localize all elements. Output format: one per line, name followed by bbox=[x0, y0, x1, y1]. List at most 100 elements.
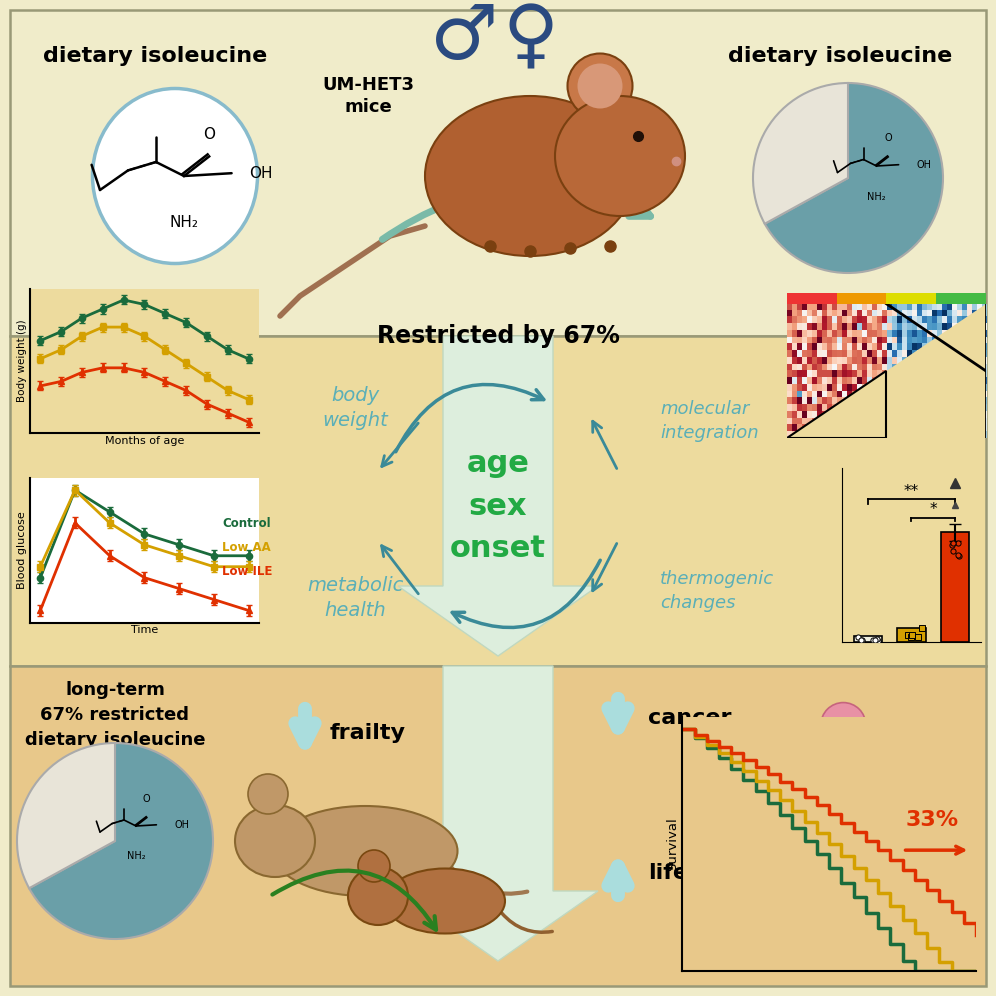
Ellipse shape bbox=[358, 850, 390, 882]
Text: Control: Control bbox=[222, 517, 271, 530]
Point bbox=[789, 305, 801, 317]
FancyArrowPatch shape bbox=[381, 546, 418, 594]
Circle shape bbox=[872, 726, 919, 773]
Text: O: O bbox=[884, 132, 892, 142]
FancyArrowPatch shape bbox=[452, 560, 601, 627]
Text: Low ILE: Low ILE bbox=[222, 565, 273, 578]
Bar bbox=[941, 532, 969, 642]
Point bbox=[854, 631, 870, 647]
Text: cancer: cancer bbox=[648, 708, 731, 728]
Text: dietary isoleucine: dietary isoleucine bbox=[728, 46, 952, 66]
Text: long-term
67% restricted
dietary isoleucine: long-term 67% restricted dietary isoleuc… bbox=[25, 681, 205, 749]
Point bbox=[950, 548, 966, 564]
Point bbox=[851, 629, 867, 645]
Text: thermogenic
changes: thermogenic changes bbox=[660, 570, 774, 612]
Point bbox=[868, 632, 883, 648]
Ellipse shape bbox=[93, 89, 258, 264]
Text: metabolic
health: metabolic health bbox=[307, 576, 403, 620]
FancyArrow shape bbox=[398, 666, 598, 961]
Text: OH: OH bbox=[174, 820, 189, 830]
Text: 33%: 33% bbox=[905, 810, 958, 830]
Bar bbox=[10, 10, 986, 336]
X-axis label: Time: Time bbox=[130, 625, 158, 635]
Text: NH₂: NH₂ bbox=[169, 215, 198, 230]
Point bbox=[950, 535, 966, 551]
Bar bbox=[837, 294, 886, 304]
Point bbox=[866, 632, 881, 648]
Text: ♀: ♀ bbox=[502, 1, 558, 75]
Point bbox=[789, 301, 801, 313]
Point bbox=[786, 308, 798, 320]
Circle shape bbox=[856, 718, 909, 773]
Text: O: O bbox=[143, 794, 150, 804]
Wedge shape bbox=[17, 743, 115, 888]
Point bbox=[945, 543, 961, 559]
Text: body
weight: body weight bbox=[322, 386, 387, 430]
Point bbox=[944, 535, 960, 551]
Point bbox=[789, 308, 801, 320]
Point bbox=[914, 621, 930, 636]
Ellipse shape bbox=[385, 869, 505, 933]
Point bbox=[870, 633, 885, 649]
Polygon shape bbox=[787, 304, 986, 438]
Ellipse shape bbox=[348, 867, 408, 925]
Text: **: ** bbox=[903, 484, 919, 499]
Point bbox=[854, 632, 870, 648]
Text: Restricted by 67%: Restricted by 67% bbox=[376, 324, 620, 348]
Text: NH₂: NH₂ bbox=[868, 191, 885, 202]
Y-axis label: Blood glucose: Blood glucose bbox=[17, 511, 27, 590]
Bar bbox=[886, 294, 936, 304]
Ellipse shape bbox=[568, 54, 632, 119]
FancyArrowPatch shape bbox=[395, 384, 544, 452]
Circle shape bbox=[825, 733, 872, 781]
Ellipse shape bbox=[578, 64, 622, 109]
Bar bbox=[10, 666, 986, 986]
Text: age
sex
onset: age sex onset bbox=[450, 449, 546, 564]
Circle shape bbox=[832, 754, 875, 798]
Point bbox=[853, 632, 869, 648]
Text: lifespan: lifespan bbox=[648, 863, 748, 883]
X-axis label: Months of age: Months of age bbox=[105, 436, 184, 446]
Bar bbox=[936, 294, 986, 304]
Y-axis label: Survival: Survival bbox=[666, 818, 679, 871]
Circle shape bbox=[882, 724, 937, 779]
FancyArrowPatch shape bbox=[502, 913, 552, 932]
Point bbox=[951, 549, 967, 565]
FancyArrowPatch shape bbox=[381, 423, 418, 466]
Wedge shape bbox=[753, 83, 848, 224]
Text: frailty: frailty bbox=[330, 723, 406, 743]
Circle shape bbox=[834, 744, 895, 806]
Point bbox=[900, 627, 916, 643]
Line: 2 pts: 2 pts bbox=[886, 304, 986, 371]
Text: *: * bbox=[929, 502, 937, 517]
FancyArrowPatch shape bbox=[593, 544, 617, 591]
Text: molecular
integration: molecular integration bbox=[660, 400, 759, 442]
Point bbox=[943, 538, 959, 554]
Text: UM-HET3
mice: UM-HET3 mice bbox=[322, 76, 414, 117]
FancyArrowPatch shape bbox=[593, 421, 617, 468]
Circle shape bbox=[821, 702, 866, 748]
Text: ♂: ♂ bbox=[429, 1, 498, 75]
Bar bbox=[854, 636, 881, 642]
Ellipse shape bbox=[273, 806, 457, 896]
FancyArrowPatch shape bbox=[382, 187, 650, 239]
Ellipse shape bbox=[235, 805, 315, 877]
Text: dietary isoleucine: dietary isoleucine bbox=[43, 46, 267, 66]
Bar bbox=[10, 336, 986, 666]
Ellipse shape bbox=[425, 96, 635, 256]
FancyArrow shape bbox=[398, 336, 598, 656]
Circle shape bbox=[825, 743, 871, 789]
Text: NH₂: NH₂ bbox=[126, 851, 145, 861]
Point bbox=[869, 630, 884, 646]
Text: OH: OH bbox=[250, 165, 273, 180]
Point bbox=[902, 628, 918, 644]
Ellipse shape bbox=[555, 96, 685, 216]
Polygon shape bbox=[787, 371, 886, 438]
Text: O: O bbox=[203, 127, 215, 142]
Y-axis label: Body weight (g): Body weight (g) bbox=[17, 320, 27, 402]
Text: Low AA: Low AA bbox=[222, 541, 271, 554]
Wedge shape bbox=[765, 83, 943, 273]
Point bbox=[909, 628, 925, 644]
Wedge shape bbox=[29, 743, 213, 939]
FancyArrowPatch shape bbox=[272, 871, 436, 929]
